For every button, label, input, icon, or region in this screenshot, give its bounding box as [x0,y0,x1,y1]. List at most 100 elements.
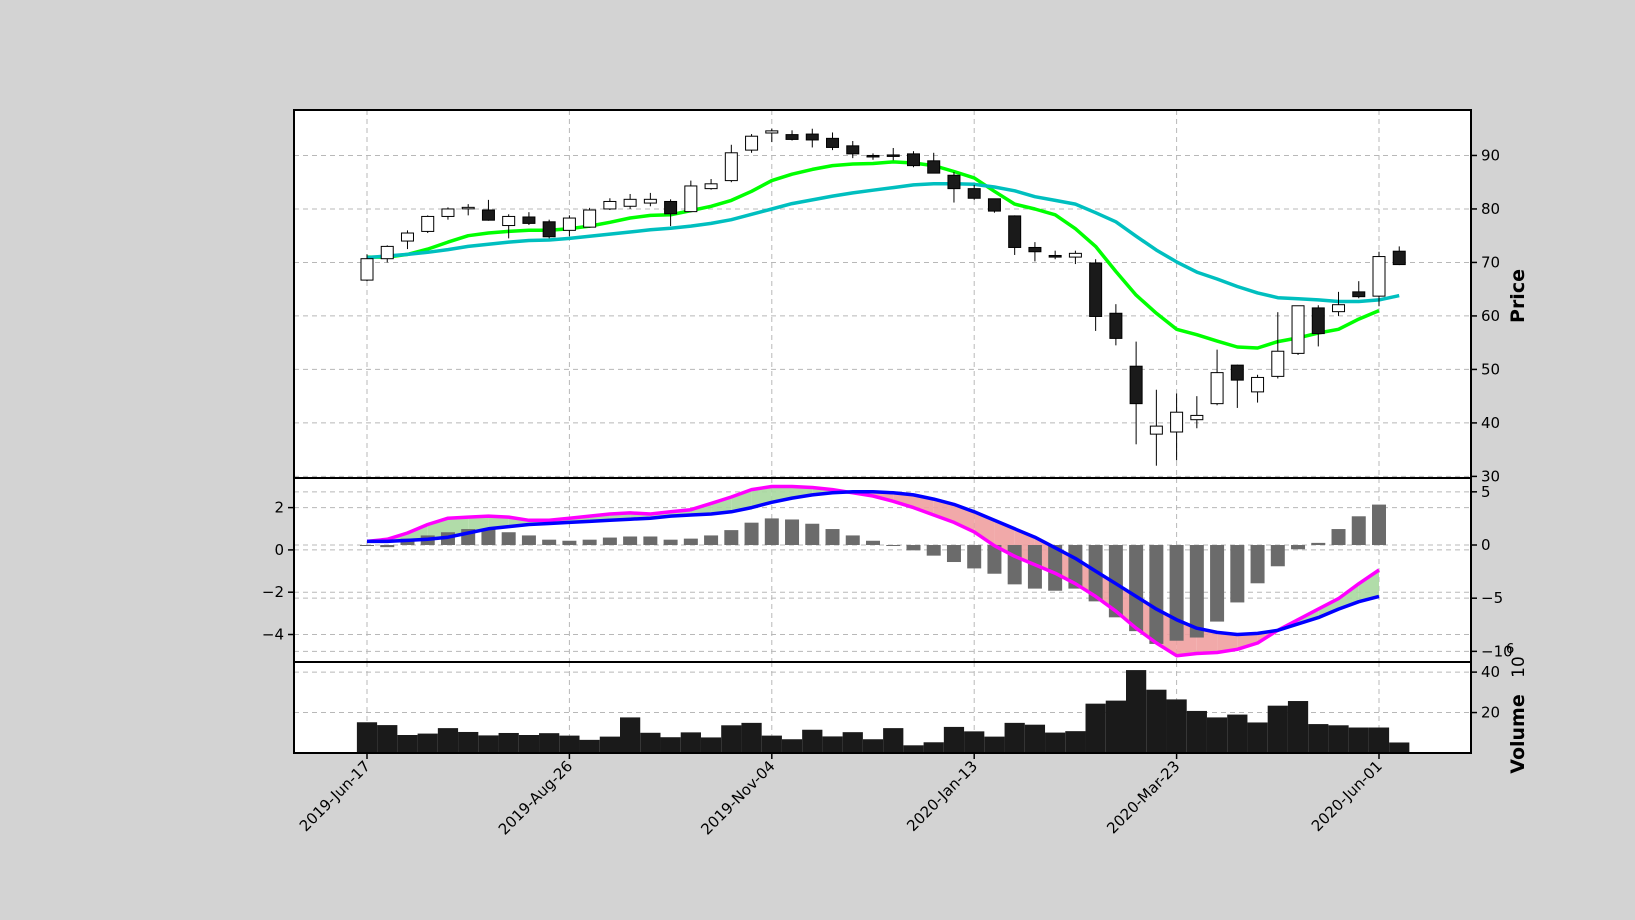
volume-bar [356,722,378,753]
candle-up [562,217,576,231]
volume-panel-border [293,661,1472,754]
candle-down [1230,364,1244,381]
macd-histogram-bar [623,536,638,546]
candle-down [927,160,941,174]
candle-up [724,152,738,182]
macd-left-tick-label: −4 [262,626,284,644]
volume-bar [1065,731,1086,753]
macd-histogram-bar [1108,545,1123,618]
ma-fast-line [367,160,1380,350]
macd-histogram-bar [1372,504,1386,546]
candle-up [400,232,414,242]
volume-bar [1267,705,1288,753]
macd-histogram-bar [1210,545,1225,622]
volume-bar [721,725,742,753]
macd-right-tick-label: −5 [1481,589,1503,607]
price-panel [293,109,1472,479]
volume-bar [802,729,823,753]
candle-up [583,209,597,228]
macd-histogram-bar [582,539,597,546]
volume-bar [1308,724,1329,753]
volume-bar [1227,714,1248,753]
candle-up [421,215,435,232]
candle-up [1170,411,1184,433]
volume-bar [1004,722,1025,753]
macd-fill-positive [1358,570,1379,602]
candle-down [846,145,860,155]
candle-up [360,258,374,281]
candle-down [886,154,900,157]
volume-bar [1206,717,1228,753]
volume-bar [923,742,944,753]
macd-fill-positive [731,489,752,512]
macd-histogram-bar [360,545,374,547]
macd-histogram-bar [926,545,941,556]
candle-down [987,198,1001,212]
price-tick-label: 80 [1481,200,1500,218]
macd-histogram-bar [1027,545,1042,589]
macd-histogram-bar [1291,545,1306,550]
volume-bar [539,733,560,753]
price-tick-label: 70 [1481,253,1500,271]
macd-histogram-bar [1048,545,1063,591]
candle-up [603,200,617,210]
candle-up [1149,425,1163,435]
volume-bars [356,670,1410,753]
macd-histogram-bar [1351,516,1366,546]
macd-histogram-bar [825,529,840,546]
macd-histogram [360,504,1386,644]
volume-bar [417,733,438,753]
candle-down [1048,254,1062,258]
macd-histogram-bar [481,529,496,546]
candle-up [684,185,698,213]
volume-bar [640,732,661,753]
macd-line [366,484,1380,658]
volume-bar [1024,724,1046,753]
candle-down [1392,250,1406,266]
volume-bar [1146,689,1167,753]
candle-up [1210,372,1224,405]
candle-down [906,153,920,167]
macd-histogram-bar [542,539,557,546]
macd-histogram-bar [643,536,658,546]
macd-right-tick-label: 0 [1481,536,1491,554]
volume-bar [984,736,1005,753]
macd-left-tick-label: 2 [274,499,284,517]
macd-histogram-bar [967,545,982,569]
signal-line [367,489,1380,637]
macd-histogram-bar [663,539,678,546]
volume-bar [397,735,418,753]
volume-tick-label: 20 [1481,704,1500,722]
volume-bar [680,732,701,753]
ma-slow-line [366,182,1400,304]
volume-bar [700,737,722,753]
candle-down [1089,262,1103,317]
volume-bar [437,728,459,753]
x-tick-label: 2020-Mar-23 [1103,757,1183,837]
candle-up [1332,304,1346,313]
volume-bar [498,732,519,753]
volume-tick-label: 40 [1481,663,1500,681]
macd-histogram-bar [602,537,617,546]
candle-up [704,183,718,190]
x-tick-label: 2020-Jan-13 [903,757,981,835]
volume-exponent-power: 6 [1506,642,1514,657]
macd-histogram-bar [987,545,1002,574]
volume-bar [1328,725,1349,753]
macd-histogram-bar [1129,545,1144,632]
candle-up [1251,376,1265,393]
volume-bar [1368,727,1390,753]
volume-bar [559,735,580,753]
macd-fill-negative [974,511,995,546]
volume-bar [1126,670,1147,753]
candle-down [481,209,495,221]
volume-bar [458,731,479,753]
volume-bar [842,732,863,753]
candle-up [1190,414,1204,421]
candle-down [522,216,536,224]
candles [360,128,1406,466]
volume-bar [579,739,600,753]
macd-fill-positive [1318,598,1339,618]
volume-axis-label: Volume [1507,694,1529,773]
